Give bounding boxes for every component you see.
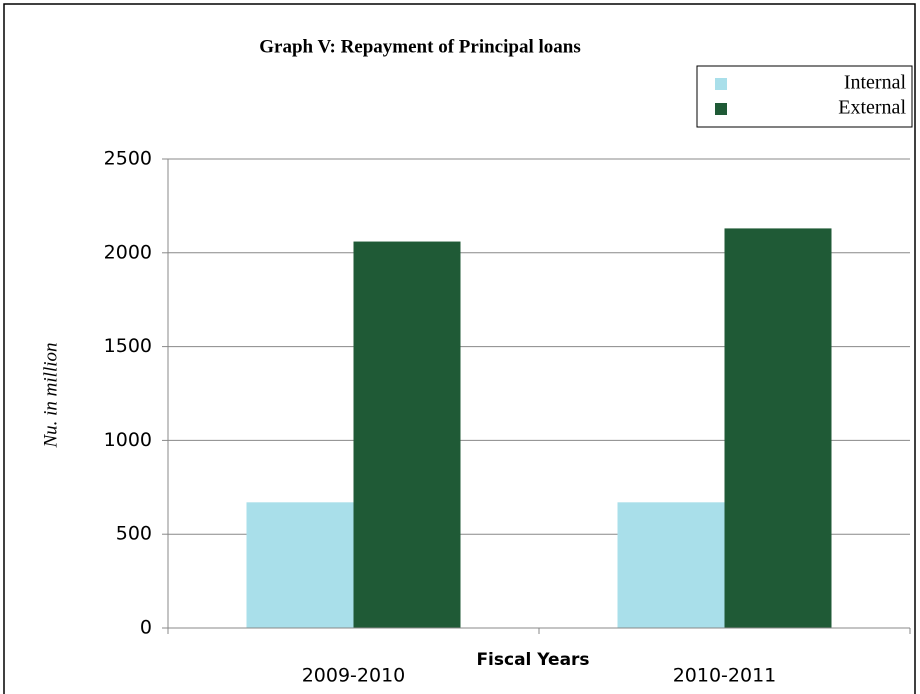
legend-swatch bbox=[715, 78, 727, 90]
legend-label: Internal bbox=[844, 72, 907, 94]
legend-swatch bbox=[715, 103, 727, 115]
bar bbox=[617, 502, 725, 628]
x-tick-label: 2010-2011 bbox=[673, 665, 777, 687]
y-tick-label: 2500 bbox=[104, 148, 152, 170]
y-tick-label: 0 bbox=[140, 617, 152, 639]
y-tick-label: 1000 bbox=[104, 429, 152, 451]
y-tick-label: 1500 bbox=[104, 335, 152, 357]
y-tick-label: 500 bbox=[116, 523, 152, 545]
x-tick-label: 2009-2010 bbox=[302, 665, 406, 687]
legend-box bbox=[696, 65, 913, 128]
bar bbox=[246, 502, 354, 628]
x-axis-label: Fiscal Years bbox=[476, 650, 589, 670]
legend-label: External bbox=[838, 97, 906, 119]
bar bbox=[353, 241, 461, 628]
y-tick-label: 2000 bbox=[104, 241, 152, 263]
chart-title: Graph V: Repayment of Principal loans bbox=[259, 36, 580, 57]
y-axis-label: Nu. in million bbox=[40, 342, 61, 448]
bar bbox=[724, 228, 832, 629]
